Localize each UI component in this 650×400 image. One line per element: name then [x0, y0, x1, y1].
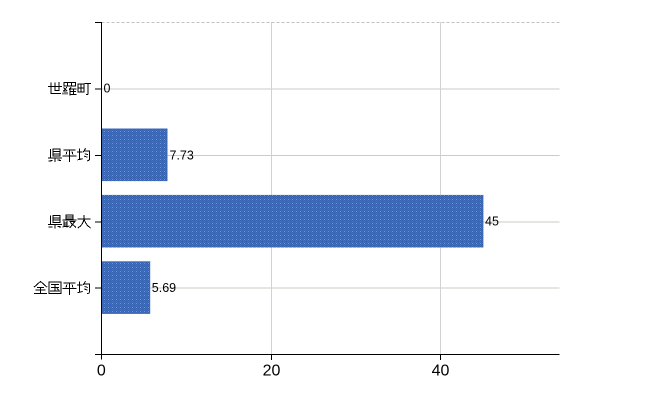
svg-text:0: 0: [104, 82, 111, 96]
svg-text:20: 20: [263, 363, 281, 380]
svg-text:40: 40: [432, 363, 450, 380]
svg-text:0: 0: [97, 363, 106, 380]
svg-text:45: 45: [485, 215, 499, 229]
svg-text:7.73: 7.73: [170, 148, 194, 162]
svg-text:5.69: 5.69: [152, 281, 176, 295]
